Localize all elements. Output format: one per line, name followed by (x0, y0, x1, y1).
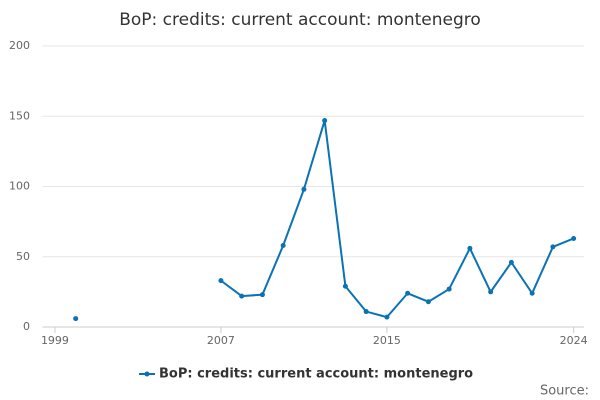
legend-marker (144, 371, 150, 377)
point (405, 290, 411, 296)
point (259, 292, 265, 298)
y-tick-label: 50 (16, 250, 30, 263)
x-tick-label: 2007 (207, 334, 235, 347)
point (363, 309, 369, 315)
legend-label: BoP: credits: current account: montenegr… (159, 367, 473, 382)
point (508, 259, 514, 265)
y-tick-label: 200 (9, 39, 30, 52)
series-line (220, 120, 575, 319)
y-tick-label: 0 (23, 320, 30, 333)
point (73, 316, 79, 322)
source: Source: (540, 384, 589, 399)
x-tick-label: 2024 (560, 334, 588, 347)
point (446, 286, 452, 292)
point (384, 314, 390, 320)
point (425, 299, 431, 305)
point (467, 245, 473, 251)
chart-title: BoP: credits: current account: montenegr… (119, 10, 481, 30)
point (301, 186, 307, 192)
point (322, 117, 328, 123)
x-tick-label: 2015 (373, 334, 401, 347)
point (342, 283, 348, 289)
point (280, 243, 286, 249)
y-tick-label: 100 (9, 180, 30, 193)
point (218, 278, 224, 284)
point (571, 235, 577, 241)
point (488, 289, 494, 295)
point (550, 244, 556, 250)
point (529, 290, 535, 296)
point (239, 293, 245, 299)
y-tick-label: 150 (9, 109, 30, 122)
x-tick-label: 1999 (41, 334, 69, 347)
